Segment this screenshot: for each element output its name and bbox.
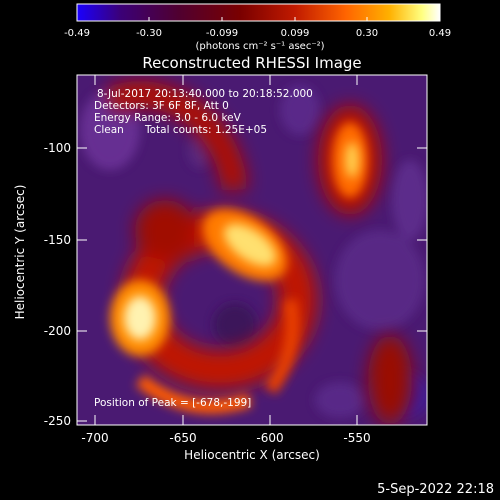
- colorbar-ticks: [76, 17, 441, 21]
- colorbar-tick-label: -0.30: [136, 28, 162, 39]
- colorbar-units: (photons cm⁻² s⁻¹ asec⁻²): [195, 41, 324, 52]
- time-range-text: 8-Jul-2017 20:13:40.000 to 20:18:52.000: [97, 88, 313, 100]
- y-tick-label: -100: [44, 141, 71, 155]
- plot-frame: [76, 74, 428, 426]
- y-axis-label: Heliocentric Y (arcsec): [13, 185, 27, 320]
- x-axis-label: Heliocentric X (arcsec): [184, 448, 320, 462]
- method-text: Clean: [94, 124, 124, 136]
- peak-position-text: Position of Peak = [-678,-199]: [94, 397, 251, 409]
- colorbar: [76, 3, 441, 22]
- colorbar-tick-label: 0.099: [281, 28, 310, 39]
- colorbar-tick-label: -0.49: [64, 28, 90, 39]
- detectors-text: Detectors: 3F 6F 8F, Att 0: [94, 100, 229, 112]
- axis-ticks: [77, 75, 427, 425]
- colorbar-tick-label: 0.49: [429, 28, 451, 39]
- solar-image: [77, 75, 427, 425]
- x-tick-label: -700: [81, 431, 108, 445]
- colorbar-tick-label: 0.30: [356, 28, 378, 39]
- total-counts-text: Total counts: 1.25E+05: [144, 124, 267, 136]
- energy-range-text: Energy Range: 3.0 - 6.0 keV: [94, 112, 242, 124]
- y-tick-label: -200: [44, 324, 71, 338]
- footer-date: 5-Sep-2022 22:18: [377, 482, 494, 497]
- y-tick-label: -150: [44, 233, 71, 247]
- plot-title: Reconstructed RHESSI Image: [142, 54, 361, 72]
- y-tick-label: -250: [44, 414, 71, 428]
- x-tick-label: -650: [169, 431, 196, 445]
- x-tick-label: -550: [343, 431, 370, 445]
- x-tick-label: -600: [256, 431, 283, 445]
- colorbar-tick-label: -0.099: [206, 28, 238, 39]
